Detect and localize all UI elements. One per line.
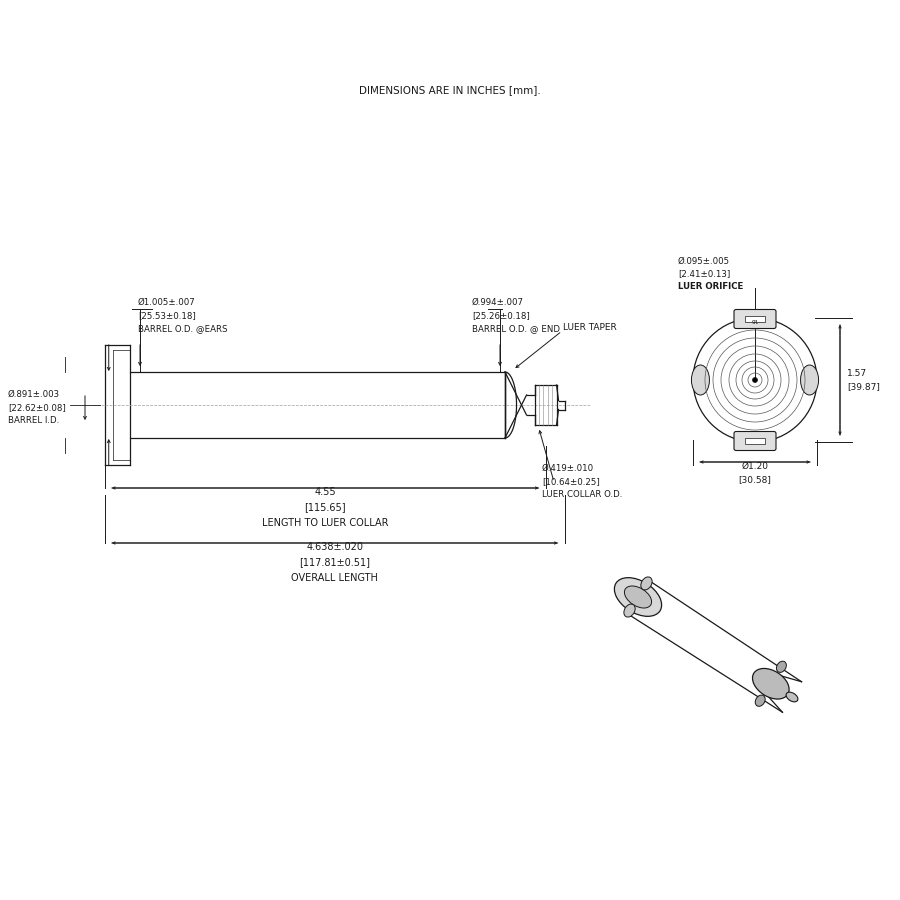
Text: [25.26±0.18]: [25.26±0.18] xyxy=(472,311,530,320)
Text: 4.638±.020: 4.638±.020 xyxy=(306,542,364,552)
Bar xyxy=(744,438,765,444)
Ellipse shape xyxy=(624,604,635,617)
Ellipse shape xyxy=(625,586,652,608)
Text: DIMENSIONS ARE IN INCHES [mm].: DIMENSIONS ARE IN INCHES [mm]. xyxy=(359,85,541,95)
Ellipse shape xyxy=(777,662,787,672)
Ellipse shape xyxy=(801,365,819,395)
Text: [22.62±0.08]: [22.62±0.08] xyxy=(8,403,66,412)
Text: 1.57: 1.57 xyxy=(847,368,867,377)
Text: 4.55: 4.55 xyxy=(314,487,336,497)
Text: Ø.891±.003: Ø.891±.003 xyxy=(8,390,60,399)
Text: [39.87]: [39.87] xyxy=(847,382,880,392)
Circle shape xyxy=(752,377,758,382)
Text: [115.65]: [115.65] xyxy=(304,502,347,512)
Text: [117.81±0.51]: [117.81±0.51] xyxy=(300,557,370,568)
Ellipse shape xyxy=(755,695,765,707)
FancyBboxPatch shape xyxy=(734,310,776,328)
Ellipse shape xyxy=(691,365,709,395)
Text: LUER ORIFICE: LUER ORIFICE xyxy=(678,283,743,292)
Ellipse shape xyxy=(752,669,789,699)
Text: Ø1.20: Ø1.20 xyxy=(742,462,769,471)
Text: LUER TAPER: LUER TAPER xyxy=(563,323,616,332)
Text: Ø1.005±.007: Ø1.005±.007 xyxy=(138,298,196,307)
Text: OVERALL LENGTH: OVERALL LENGTH xyxy=(292,573,378,583)
Circle shape xyxy=(693,318,817,442)
Text: 9l: 9l xyxy=(752,320,759,325)
Text: Ø.419±.010: Ø.419±.010 xyxy=(542,464,594,472)
Text: Ø.994±.007: Ø.994±.007 xyxy=(472,298,524,307)
Text: [10.64±0.25]: [10.64±0.25] xyxy=(542,477,599,486)
Text: Ø.095±.005: Ø.095±.005 xyxy=(678,256,730,266)
Text: LUER COLLAR O.D.: LUER COLLAR O.D. xyxy=(542,491,623,500)
Text: [30.58]: [30.58] xyxy=(739,475,771,484)
Text: LENGTH TO LUER COLLAR: LENGTH TO LUER COLLAR xyxy=(262,518,389,528)
Ellipse shape xyxy=(615,578,662,617)
FancyBboxPatch shape xyxy=(734,431,776,451)
Text: [2.41±0.13]: [2.41±0.13] xyxy=(678,269,730,278)
Bar xyxy=(130,372,505,438)
Text: [25.53±0.18]: [25.53±0.18] xyxy=(138,311,196,320)
Text: BARREL O.D. @ END: BARREL O.D. @ END xyxy=(472,325,560,334)
Ellipse shape xyxy=(641,577,652,590)
Bar xyxy=(744,316,765,322)
Text: BARREL I.D.: BARREL I.D. xyxy=(8,417,59,426)
Text: BARREL O.D. @EARS: BARREL O.D. @EARS xyxy=(138,325,228,334)
Ellipse shape xyxy=(786,692,798,702)
